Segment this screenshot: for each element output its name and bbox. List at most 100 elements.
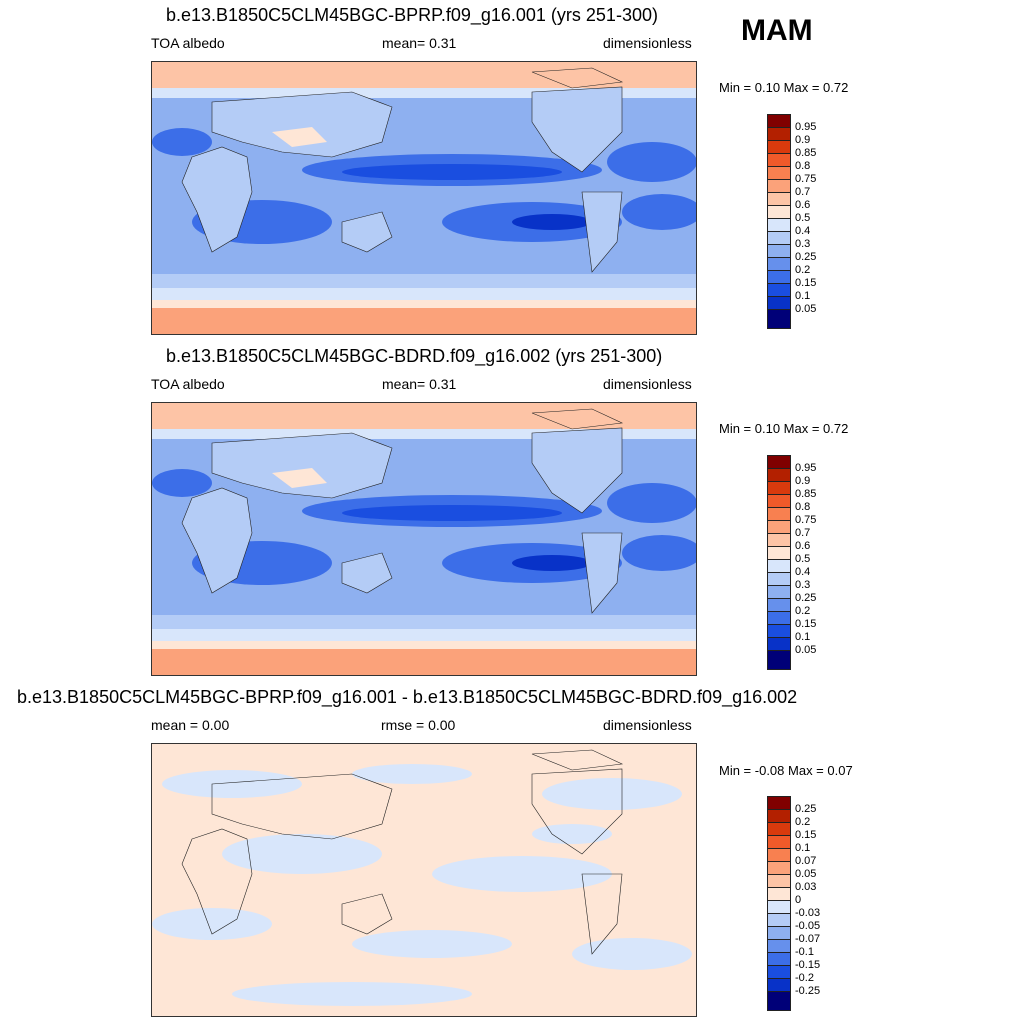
colorbar-swatch	[767, 520, 791, 534]
colorbar-label: 0.9	[795, 134, 811, 146]
colorbar-swatch	[767, 809, 791, 823]
colorbar-label: -0.07	[795, 933, 821, 945]
panel-2-minmax: Min = 0.10 Max = 0.72	[719, 421, 849, 436]
panel-2-title: b.e13.B1850C5CLM45BGC-BDRD.f09_g16.002 (…	[166, 346, 663, 366]
colorbar-swatch	[767, 822, 791, 836]
colorbar-swatch	[767, 650, 791, 670]
colorbar-label: 0.9	[795, 475, 811, 487]
colorbar-label: 0	[795, 894, 802, 906]
panel-2-variable-label: TOA albedo	[151, 376, 225, 392]
panel-3-rmse-label: rmse = 0.00	[381, 717, 456, 733]
colorbar-label: 0.2	[795, 816, 811, 828]
colorbar-label: 0.3	[795, 238, 811, 250]
colorbar-swatch	[767, 887, 791, 901]
colorbar-swatch	[767, 624, 791, 638]
colorbar-swatch	[767, 481, 791, 495]
colorbar-swatch	[767, 127, 791, 141]
panel-3-units-label: dimensionless	[603, 717, 692, 733]
panel-1-map-svg	[152, 62, 696, 334]
panel-1-map	[151, 61, 697, 335]
colorbar-swatch	[767, 913, 791, 927]
colorbar-swatch	[767, 179, 791, 193]
colorbar-label: -0.03	[795, 907, 821, 919]
colorbar-swatch	[767, 455, 791, 469]
colorbar-label: 0.7	[795, 186, 811, 198]
colorbar-label: 0.85	[795, 147, 817, 159]
colorbar-label: 0.15	[795, 277, 817, 289]
colorbar-swatch	[767, 546, 791, 560]
colorbar-swatch	[767, 965, 791, 979]
colorbar-label: 0.75	[795, 173, 817, 185]
colorbar-swatch	[767, 611, 791, 625]
panel-1-units-label: dimensionless	[603, 35, 692, 51]
colorbar-swatch	[767, 494, 791, 508]
colorbar-label: 0.15	[795, 618, 817, 630]
colorbar-swatch	[767, 952, 791, 966]
colorbar-swatch	[767, 244, 791, 258]
colorbar-label: -0.15	[795, 959, 821, 971]
colorbar-swatch	[767, 309, 791, 329]
panel-1-variable-label: TOA albedo	[151, 35, 225, 51]
panel-3-map	[151, 743, 697, 1017]
colorbar-label: 0.7	[795, 527, 811, 539]
colorbar-label: 0.25	[795, 803, 817, 815]
colorbar-label: -0.1	[795, 946, 814, 958]
colorbar-swatch	[767, 991, 791, 1011]
colorbar-swatch	[767, 153, 791, 167]
colorbar-swatch	[767, 585, 791, 599]
colorbar-swatch	[767, 114, 791, 128]
colorbar-label: 0.4	[795, 566, 811, 578]
colorbar-label: -0.05	[795, 920, 821, 932]
colorbar-label: 0.07	[795, 855, 817, 867]
colorbar-swatch	[767, 192, 791, 206]
colorbar-label: 0.8	[795, 160, 811, 172]
colorbar-label: 0.8	[795, 501, 811, 513]
colorbar-label: 0.15	[795, 829, 817, 841]
colorbar-label: 0.05	[795, 868, 817, 880]
colorbar-swatch	[767, 939, 791, 953]
colorbar-swatch	[767, 507, 791, 521]
panel-3-minmax: Min = -0.08 Max = 0.07	[719, 763, 853, 778]
colorbar-swatch	[767, 205, 791, 219]
colorbar-swatch	[767, 166, 791, 180]
colorbar-label: -0.2	[795, 972, 814, 984]
colorbar-label: 0.25	[795, 592, 817, 604]
panel-1-title: b.e13.B1850C5CLM45BGC-BPRP.f09_g16.001 (…	[166, 5, 658, 25]
colorbar-swatch	[767, 533, 791, 547]
colorbar-swatch	[767, 598, 791, 612]
colorbar-label: 0.6	[795, 199, 811, 211]
colorbar-swatch	[767, 283, 791, 297]
colorbar-label: 0.75	[795, 514, 817, 526]
colorbar-label: 0.95	[795, 462, 817, 474]
colorbar-swatch	[767, 861, 791, 875]
colorbar-label: 0.2	[795, 605, 811, 617]
colorbar-swatch	[767, 270, 791, 284]
panel-2-map	[151, 402, 697, 676]
colorbar-swatch	[767, 572, 791, 586]
colorbar-swatch	[767, 231, 791, 245]
colorbar-label: 0.5	[795, 553, 811, 565]
colorbar-label: 0.5	[795, 212, 811, 224]
colorbar-swatch	[767, 559, 791, 573]
panel-2-map-svg	[152, 403, 696, 675]
colorbar-swatch	[767, 140, 791, 154]
panel-2-units-label: dimensionless	[603, 376, 692, 392]
colorbar-swatch	[767, 900, 791, 914]
colorbar-label: 0.2	[795, 264, 811, 276]
colorbar-label: -0.25	[795, 985, 821, 997]
panel-2-mean-label: mean= 0.31	[382, 376, 457, 392]
colorbar-label: 0.05	[795, 303, 817, 315]
panel-1-mean-label: mean= 0.31	[382, 35, 457, 51]
colorbar-swatch	[767, 835, 791, 849]
colorbar-swatch	[767, 978, 791, 992]
colorbar-label: 0.03	[795, 881, 817, 893]
colorbar-swatch	[767, 637, 791, 651]
panel-3-map-svg	[152, 744, 696, 1016]
season-label: MAM	[741, 14, 813, 47]
colorbar-label: 0.3	[795, 579, 811, 591]
colorbar-swatch	[767, 796, 791, 810]
colorbar-label: 0.4	[795, 225, 811, 237]
colorbar-label: 0.1	[795, 842, 811, 854]
colorbar-label: 0.85	[795, 488, 817, 500]
colorbar-swatch	[767, 848, 791, 862]
